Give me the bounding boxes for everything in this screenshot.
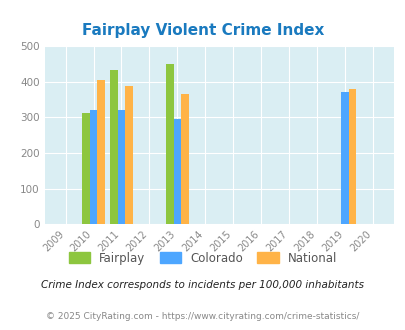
- Bar: [110, 70, 117, 224]
- Bar: [166, 64, 173, 224]
- Text: © 2025 CityRating.com - https://www.cityrating.com/crime-statistics/: © 2025 CityRating.com - https://www.city…: [46, 312, 359, 321]
- Bar: [117, 110, 125, 224]
- Bar: [173, 119, 181, 224]
- Text: Crime Index corresponds to incidents per 100,000 inhabitants: Crime Index corresponds to incidents per…: [41, 280, 364, 290]
- Bar: [340, 92, 348, 224]
- Bar: [90, 110, 97, 224]
- Bar: [97, 81, 104, 224]
- Bar: [82, 113, 90, 224]
- Bar: [125, 86, 132, 224]
- Legend: Fairplay, Colorado, National: Fairplay, Colorado, National: [64, 247, 341, 269]
- Text: Fairplay Violent Crime Index: Fairplay Violent Crime Index: [82, 23, 323, 38]
- Bar: [348, 89, 355, 224]
- Bar: [181, 94, 188, 224]
